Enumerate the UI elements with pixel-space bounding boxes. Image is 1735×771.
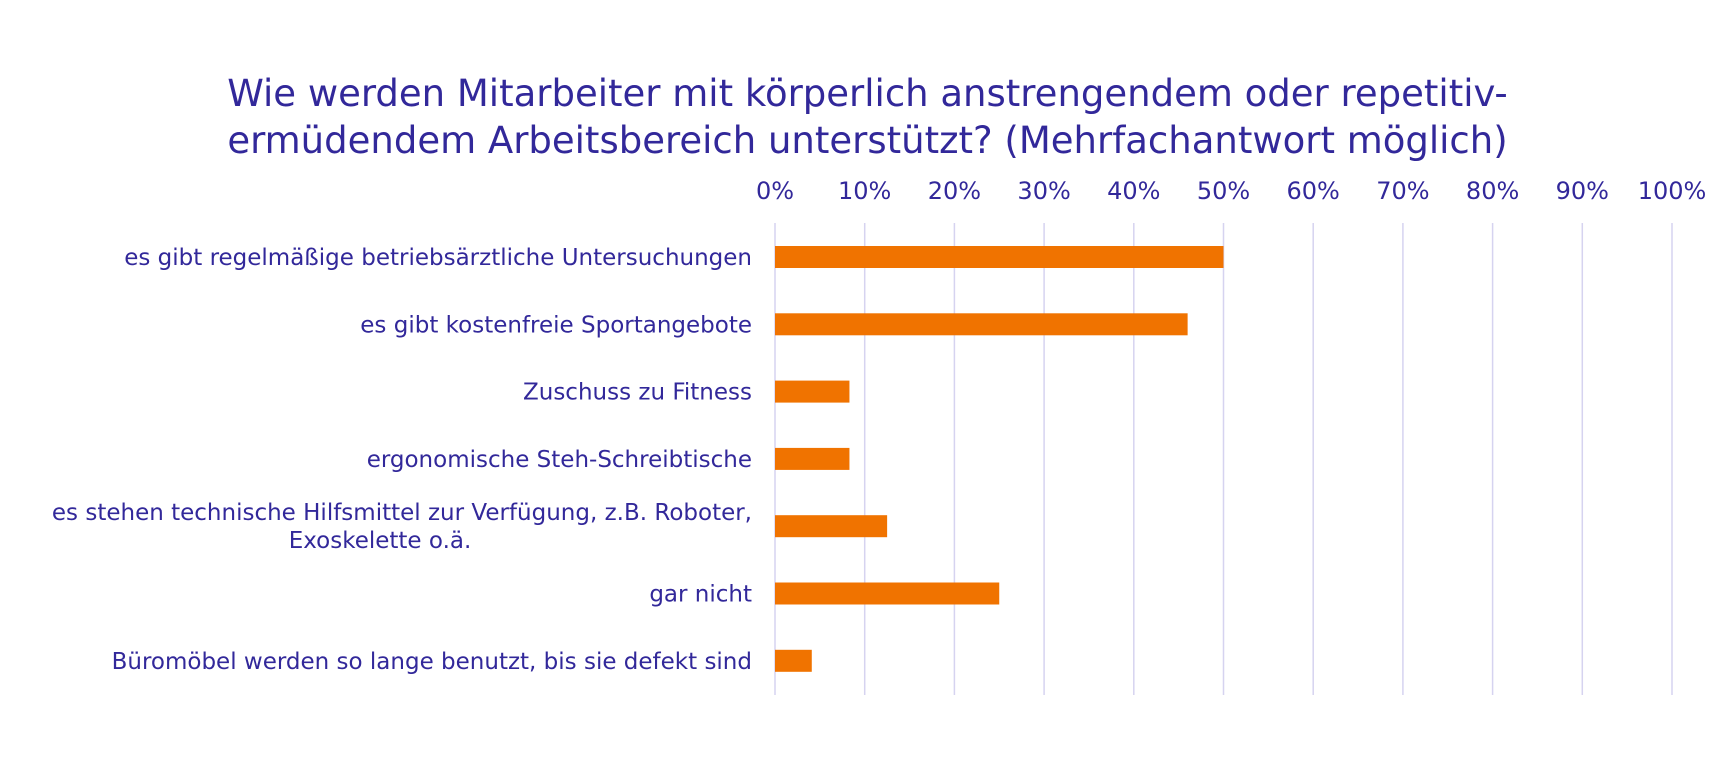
chart-title: Wie werden Mitarbeiter mit körperlich an… xyxy=(0,70,1735,164)
x-tick-label: 100% xyxy=(1638,177,1707,205)
bar xyxy=(775,582,1000,605)
bar xyxy=(775,515,888,538)
category-label: gar nicht xyxy=(649,582,752,608)
bar xyxy=(775,246,1224,268)
category-label: es gibt regelmäßige betriebsärztliche Un… xyxy=(124,245,752,271)
category-labels: es gibt regelmäßige betriebsärztliche Un… xyxy=(52,245,752,675)
category-label: ergonomische Steh-Schreibtische xyxy=(367,447,752,473)
x-tick-label: 30% xyxy=(1017,177,1070,205)
gridlines xyxy=(774,223,1673,695)
x-tick-label: 40% xyxy=(1107,177,1160,205)
x-tick-label: 20% xyxy=(928,177,981,205)
category-label: Zuschuss zu Fitness xyxy=(523,380,752,406)
bars xyxy=(775,246,1224,672)
chart-title-line-1: Wie werden Mitarbeiter mit körperlich an… xyxy=(227,72,1508,115)
chart-title-line-2: ermüdendem Arbeitsbereich unterstützt? (… xyxy=(227,119,1508,162)
bar xyxy=(775,380,850,403)
x-axis-ticks: 0% 10% 20% 30% 40% 50% 60% 70% 80% 90% 100% xyxy=(756,177,1706,205)
x-tick-label: 80% xyxy=(1466,177,1519,205)
bar xyxy=(775,649,812,672)
x-tick-label: 90% xyxy=(1556,177,1609,205)
category-label: es stehen technische Hilfsmittel zur Ver… xyxy=(52,500,752,526)
x-tick-label: 70% xyxy=(1376,177,1429,205)
bar xyxy=(775,313,1188,336)
bar xyxy=(775,447,850,470)
x-tick-label: 0% xyxy=(756,177,794,205)
x-tick-label: 60% xyxy=(1287,177,1340,205)
category-label: es gibt kostenfreie Sportangebote xyxy=(360,312,752,338)
category-label: Büromöbel werden so lange benutzt, bis s… xyxy=(112,649,752,675)
category-label: Exoskelette o.ä. xyxy=(289,528,472,554)
x-tick-label: 10% xyxy=(838,177,891,205)
x-tick-label: 50% xyxy=(1197,177,1250,205)
